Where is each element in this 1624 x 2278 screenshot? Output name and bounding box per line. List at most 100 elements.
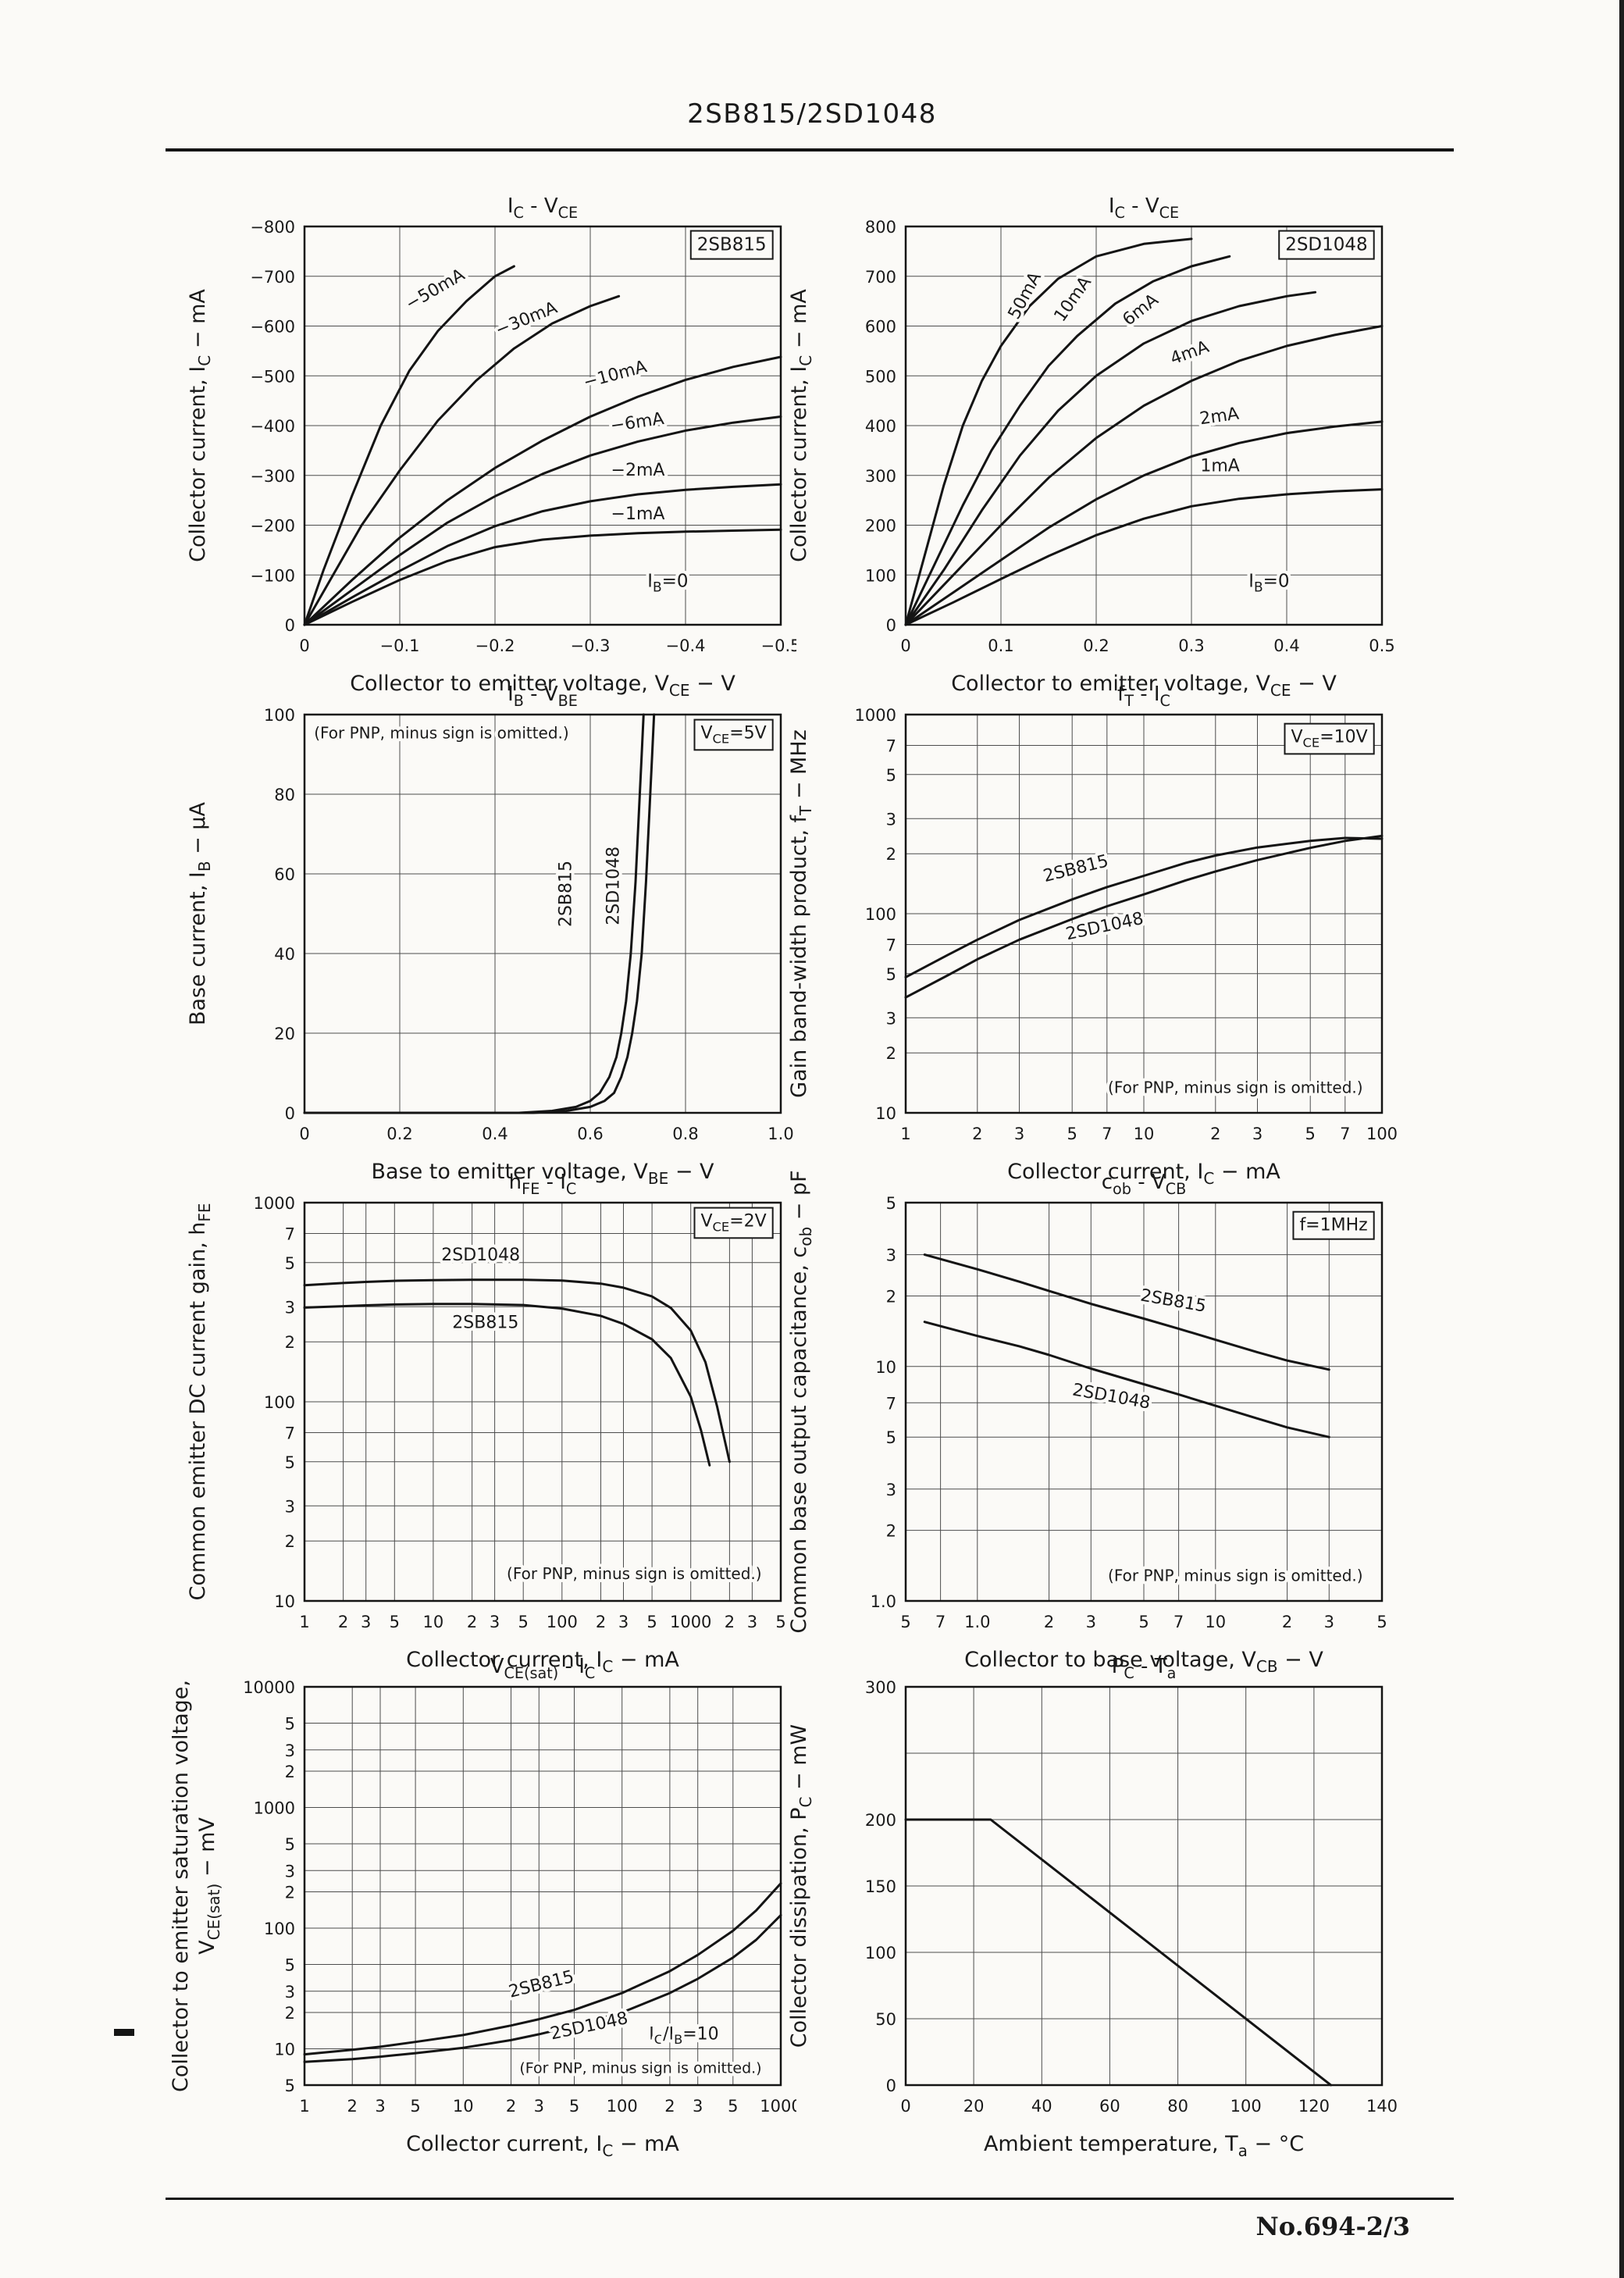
chart-svg: 0 0.2 0.4 0.6 0.8 1.0 0 20 40 60 80 100 IB - VBE Base… — [186, 683, 794, 1188]
series-curve-IB-10mA — [904, 255, 1231, 626]
svg-text:80: 80 — [1167, 2097, 1188, 2116]
svg-text:1000: 1000 — [760, 2097, 796, 2116]
svg-text:2SD1048: 2SD1048 — [1064, 909, 1145, 944]
chart-title: VCE(sat) - IC — [490, 1655, 596, 1682]
svg-text:VCE=5V: VCE=5V — [700, 724, 766, 747]
svg-text:0: 0 — [886, 2077, 896, 2095]
y-axis-label: VCE(sat) − mV — [195, 1817, 223, 1955]
svg-text:−700: −700 — [250, 268, 295, 287]
series-curve-IB-6mA — [303, 415, 782, 626]
svg-text:1mA: 1mA — [1200, 457, 1239, 476]
x-axis-label: Collector to emitter voltage, VCE − V — [350, 672, 735, 700]
svg-text:−30mA: −30mA — [493, 298, 560, 340]
svg-text:−0.2: −0.2 — [475, 636, 515, 655]
header-title: 2SB815/2SD1048 — [687, 98, 937, 130]
x-axis-label: Collector to emitter voltage, VCE − V — [951, 672, 1337, 700]
plot-frame — [303, 713, 782, 1114]
series-curve-2SB815 — [303, 1882, 782, 2056]
annotation: 2SB815 — [554, 857, 579, 930]
svg-text:7: 7 — [886, 1394, 896, 1413]
svg-text:5: 5 — [646, 1613, 657, 1631]
svg-text:−0.5: −0.5 — [761, 636, 797, 655]
plot-frame — [904, 225, 1384, 626]
annotation: −10mA — [579, 354, 653, 396]
svg-text:2SD1048: 2SD1048 — [441, 1246, 520, 1265]
svg-text:7: 7 — [1102, 1125, 1112, 1143]
svg-text:0.4: 0.4 — [482, 1125, 508, 1143]
grid-lines — [304, 1202, 782, 1602]
y-axis-label: Common emitter DC current gain, hFE — [186, 1203, 214, 1601]
svg-text:2SD1048: 2SD1048 — [604, 847, 624, 925]
svg-text:10: 10 — [274, 1592, 295, 1611]
svg-text:0: 0 — [299, 636, 309, 655]
series-curve-2SD1048 — [303, 1913, 782, 2063]
svg-text:0.6: 0.6 — [577, 1125, 603, 1143]
y-tick-labels: 1.0 2 3 5 7 10 2 3 5 — [871, 1194, 896, 1611]
x-tick-labels: 1 2 3 5 7 10 2 3 5 7 100 — [900, 1125, 1398, 1143]
series-curve-IB-1mA — [303, 528, 782, 626]
x-axis-label: Collector current, IC − mA — [406, 1648, 679, 1676]
svg-text:−6mA: −6mA — [609, 409, 665, 436]
svg-text:2SB815: 2SB815 — [452, 1314, 518, 1333]
svg-text:120: 120 — [1298, 2097, 1330, 2116]
series-curve-2SD1048 — [904, 834, 1384, 999]
svg-text:(For PNP, minus sign is omitte: (For PNP, minus sign is omitted.) — [1108, 1567, 1363, 1585]
plot-frame — [303, 225, 782, 626]
svg-text:5: 5 — [728, 2097, 738, 2116]
svg-text:10: 10 — [875, 1358, 896, 1377]
annotation: 2SD1048 — [1061, 906, 1149, 947]
svg-text:3: 3 — [886, 810, 896, 829]
svg-text:2: 2 — [467, 1613, 477, 1631]
series-curve-IB-1mA — [904, 488, 1384, 626]
chart-ic-vce-2sb815: 0 −0.1 −0.2 −0.3 −0.4 −0.5 0 −100 −200 −300 −400 −5… — [172, 180, 801, 718]
svg-text:7: 7 — [886, 737, 896, 756]
header-rule — [166, 148, 1454, 152]
svg-text:VCE=10V: VCE=10V — [1291, 728, 1367, 750]
svg-text:−200: −200 — [250, 517, 295, 536]
svg-text:0: 0 — [299, 1125, 309, 1143]
chart-svg: 1 2 3 5 10 2 3 5 100 2 3 5 1000 2 3 510235710023571000h… — [186, 1171, 786, 1676]
svg-text:100: 100 — [865, 905, 896, 924]
svg-text:5: 5 — [1138, 1613, 1149, 1631]
plot-frame — [303, 1685, 782, 2087]
svg-text:5: 5 — [886, 1194, 896, 1213]
svg-text:50: 50 — [875, 2010, 896, 2029]
series-curves — [904, 237, 1384, 626]
annotation: −1mA — [608, 501, 668, 527]
annotation: 2SB815 — [449, 1310, 522, 1336]
annotation: 2SB815 — [1038, 848, 1114, 889]
y-axis-label: Collector dissipation, PC − mW — [787, 1724, 815, 2048]
svg-text:7: 7 — [1173, 1613, 1184, 1631]
svg-text:−800: −800 — [250, 218, 295, 237]
svg-text:−300: −300 — [250, 467, 295, 486]
svg-text:5: 5 — [410, 2097, 420, 2116]
svg-text:2: 2 — [886, 845, 896, 864]
svg-text:3: 3 — [285, 1862, 295, 1881]
svg-text:IC/IB=10: IC/IB=10 — [649, 2024, 718, 2047]
annotation: −2mA — [608, 458, 668, 483]
boxed-annotation: 2SD1048 — [1278, 230, 1375, 260]
series-curves — [923, 1253, 1330, 1438]
y-tick-labels: 5 10 2 3 5 100 2 3 5 1000 2 3 5 10000 — [243, 1678, 295, 2095]
series-curves — [303, 1882, 782, 2063]
svg-text:2SD1048: 2SD1048 — [1285, 235, 1367, 255]
svg-text:7: 7 — [886, 936, 896, 955]
svg-text:5: 5 — [390, 1613, 400, 1631]
series-curve-IB-50mA — [303, 265, 515, 626]
svg-text:7: 7 — [1340, 1125, 1350, 1143]
annotation: −6mA — [606, 406, 668, 439]
svg-text:5: 5 — [886, 965, 896, 984]
svg-text:10: 10 — [274, 2041, 295, 2059]
svg-text:5: 5 — [886, 1428, 896, 1447]
series-curve-derating-curve — [904, 1818, 1333, 2087]
series-curve-IB-10mA — [303, 355, 782, 626]
series-curve-IB-4mA — [904, 325, 1384, 626]
x-axis-label: Ambient temperature, Ta − °C — [984, 2132, 1304, 2160]
svg-text:3: 3 — [285, 1983, 295, 2002]
chart-title: IB - VBE — [508, 683, 578, 710]
svg-text:7: 7 — [285, 1225, 295, 1244]
svg-text:1.0: 1.0 — [964, 1613, 990, 1631]
x-tick-labels: 0 0.2 0.4 0.6 0.8 1.0 — [299, 1125, 793, 1143]
